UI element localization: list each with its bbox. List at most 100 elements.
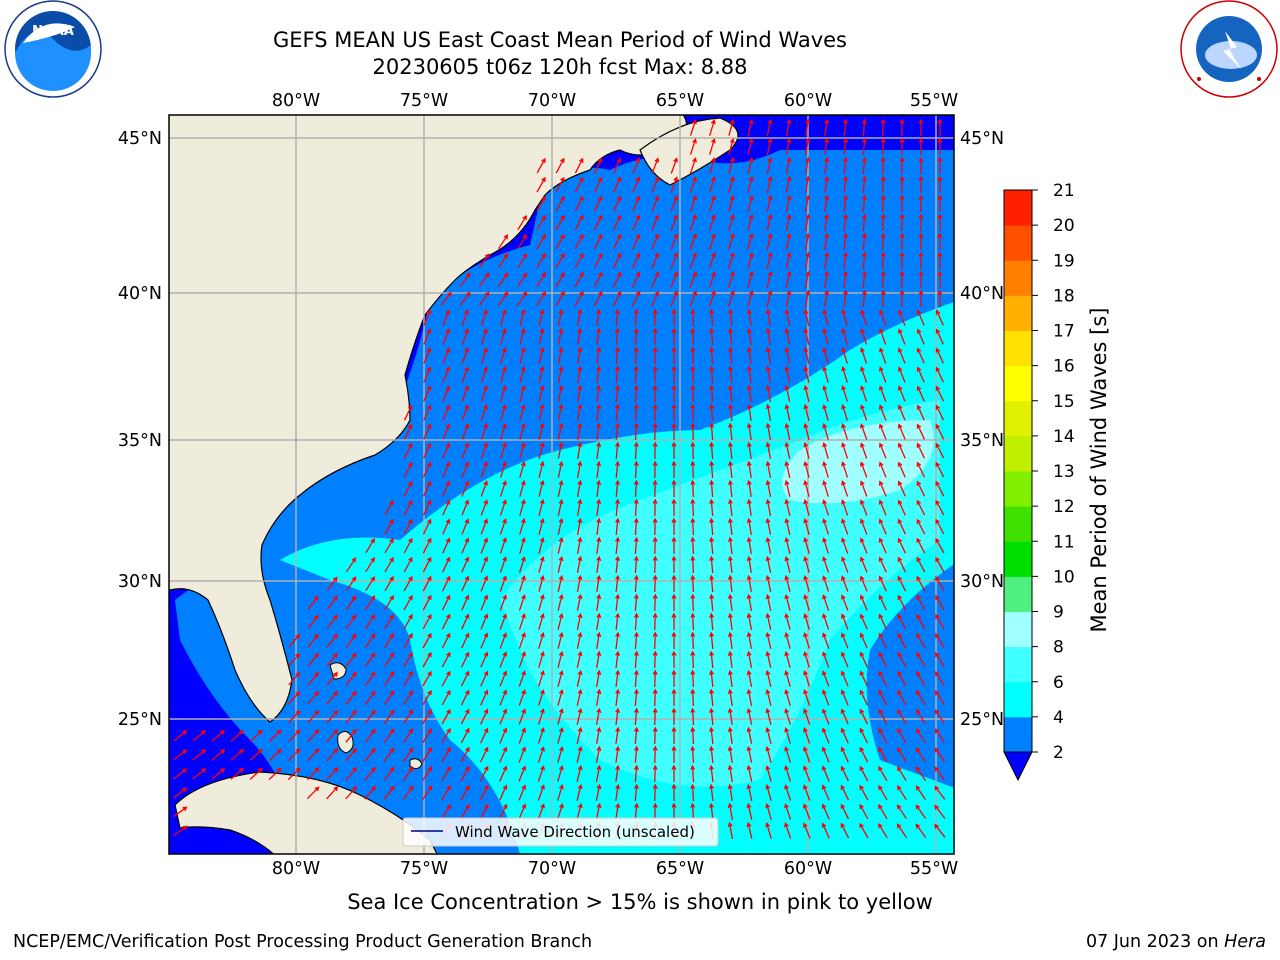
wind-wave-arrow: [614, 327, 620, 346]
wind-wave-arrow: [536, 176, 546, 193]
wind-wave-arrow: [594, 157, 603, 174]
wind-wave-arrow: [690, 745, 696, 764]
wind-wave-arrow: [652, 422, 658, 441]
wind-wave-arrow: [746, 403, 752, 421]
wind-wave-arrow: [461, 385, 469, 402]
wind-wave-arrow: [345, 709, 357, 724]
wind-wave-arrow: [557, 498, 564, 516]
wind-wave-arrow: [632, 176, 641, 193]
wind-wave-arrow: [785, 194, 792, 212]
wind-wave-arrow: [916, 328, 925, 345]
wind-wave-arrow: [576, 593, 583, 611]
map-frame: [168, 114, 955, 855]
lat-label: 45°N: [118, 129, 162, 149]
wind-wave-arrow: [897, 632, 907, 649]
wind-wave-arrow: [897, 328, 906, 345]
wind-wave-arrow: [803, 327, 810, 345]
land-north-america: [169, 115, 688, 723]
wind-wave-arrow: [596, 384, 602, 402]
wind-wave-arrow: [671, 479, 677, 498]
wind-wave-arrow: [805, 175, 811, 194]
wind-wave-arrow: [915, 747, 926, 763]
wind-wave-arrow: [690, 631, 696, 650]
wind-wave-arrow: [595, 745, 602, 764]
sea-ice-note: Sea Ice Concentration > 15% is shown in …: [347, 890, 933, 914]
wind-wave-arrow: [824, 289, 830, 307]
colorbar-segment: [1004, 330, 1032, 367]
wind-wave-arrow: [307, 767, 320, 781]
wind-wave-arrow: [614, 365, 620, 384]
wind-wave-arrow: [690, 688, 696, 707]
lon-labels-top: 80°W 75°W 70°W 65°W 60°W 55°W: [272, 91, 958, 111]
wind-wave-arrow: [689, 157, 697, 174]
wind-wave-arrow: [878, 670, 888, 687]
wind-wave-arrow: [671, 555, 677, 574]
wind-wave-arrow: [499, 765, 508, 782]
wind-wave-arrow: [822, 460, 829, 478]
wind-wave-arrow: [727, 707, 733, 725]
wind-wave-arrow: [860, 385, 868, 402]
wind-wave-arrow: [690, 346, 696, 365]
wind-wave-arrow: [859, 575, 868, 592]
wind-wave-arrow: [307, 614, 319, 629]
wind-wave-arrow: [632, 195, 641, 212]
wind-wave-arrow: [861, 156, 867, 175]
wind-wave-arrow: [935, 480, 945, 497]
wind-wave-arrow: [461, 499, 470, 516]
wind-wave-arrow: [878, 632, 888, 649]
wind-wave-arrow: [859, 708, 869, 725]
colorbar-tick-label: 2: [1053, 743, 1064, 763]
wind-wave-arrow: [765, 707, 772, 725]
wind-wave-arrow: [479, 803, 489, 820]
wind-wave-arrow: [784, 403, 791, 421]
wind-wave-arrow: [536, 195, 546, 212]
wind-wave-arrow: [614, 460, 620, 479]
wind-wave-arrow: [518, 784, 527, 801]
wind-wave-arrow: [596, 441, 602, 459]
wind-wave-arrow: [935, 423, 945, 440]
wind-wave-arrow: [615, 802, 621, 820]
wind-wave-arrow: [557, 403, 564, 421]
wind-wave-arrow: [288, 691, 301, 705]
wind-wave-arrow: [633, 365, 639, 384]
wind-wave-arrow: [860, 442, 868, 459]
wind-wave-arrow: [859, 822, 869, 839]
wind-wave-arrow: [727, 422, 733, 441]
wind-wave-arrow: [709, 498, 715, 517]
wind-wave-arrow: [422, 651, 432, 668]
wind-wave-arrow: [536, 272, 546, 288]
wind-wave-arrow: [821, 784, 830, 801]
wind-wave-arrow: [784, 574, 791, 592]
wind-wave-arrow: [766, 118, 773, 136]
wind-wave-arrow: [918, 232, 924, 250]
wind-wave-arrow: [479, 784, 489, 801]
wind-wave-arrow: [364, 690, 376, 705]
wind-wave-arrow: [671, 688, 677, 707]
wind-wave-arrow: [288, 729, 301, 743]
lon-label: 65°W: [656, 91, 704, 111]
wind-wave-arrow: [899, 270, 905, 289]
wind-wave-arrow: [746, 422, 752, 440]
wind-wave-arrow: [537, 689, 545, 706]
wind-wave-arrow: [519, 498, 526, 516]
wind-wave-arrow: [576, 726, 583, 744]
wind-wave-arrow: [821, 746, 830, 763]
wind-wave-arrow: [671, 707, 677, 726]
wind-wave-arrow: [403, 671, 413, 687]
wind-wave-arrow: [422, 556, 432, 573]
wind-wave-arrow: [824, 118, 830, 136]
wind-wave-arrow: [441, 746, 451, 763]
wind-wave-arrow: [878, 594, 887, 611]
wind-wave-arrow: [935, 461, 945, 478]
wind-wave-arrow: [576, 479, 583, 498]
wind-wave-arrow: [652, 384, 658, 403]
wind-wave-arrow: [935, 518, 945, 535]
wind-wave-arrow: [422, 499, 432, 516]
wind-wave-arrow: [613, 195, 622, 212]
wind-wave-arrow: [480, 385, 488, 402]
wind-wave-arrow: [918, 175, 924, 193]
wind-wave-arrow: [577, 308, 583, 326]
wind-wave-arrow: [840, 746, 849, 763]
wind-wave-arrow: [728, 327, 733, 346]
wind-wave-arrow: [173, 787, 188, 799]
